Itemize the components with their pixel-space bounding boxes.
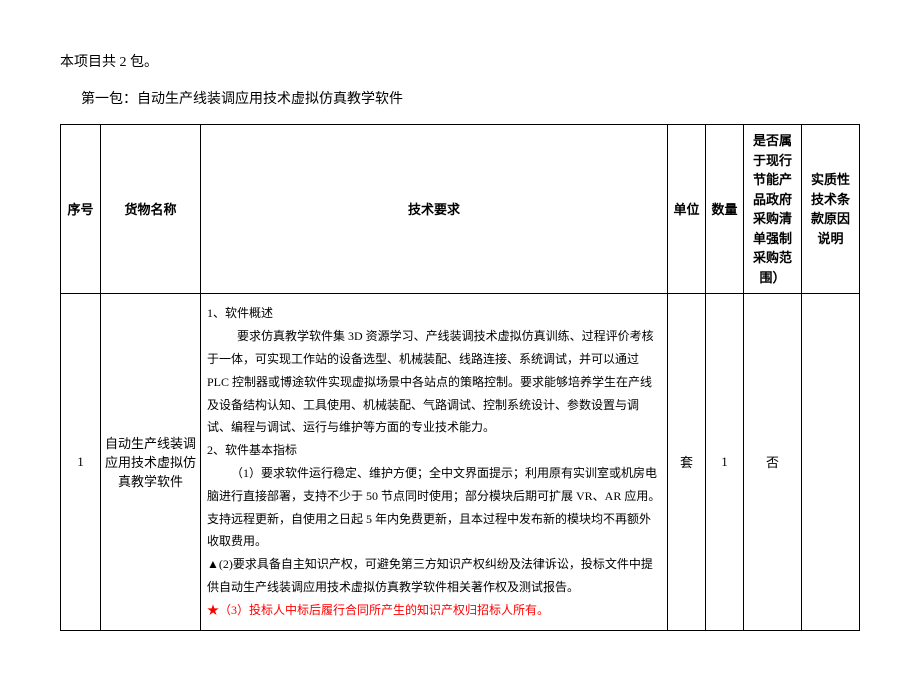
header-scope: 是否属于现行节能产品政府采购清单强制采购范围） [744, 125, 802, 294]
req-paragraph-2c-highlighted: ★（3）投标人中标后履行合同所产生的知识产权归招标人所有。 [207, 599, 661, 622]
intro-text: 本项目共 2 包。 [60, 50, 860, 75]
package-subtitle: 第一包：自动生产线装调应用技术虚拟仿真教学软件 [60, 87, 860, 112]
cell-name: 自动生产线装调应用技术虚拟仿真教学软件 [101, 294, 201, 630]
cell-unit: 套 [668, 294, 706, 630]
header-seq: 序号 [61, 125, 101, 294]
req-heading-2: 2、软件基本指标 [207, 439, 661, 462]
req-paragraph-1: 要求仿真教学软件集 3D 资源学习、产线装调技术虚拟仿真训练、过程评价考核于一体… [207, 325, 661, 439]
table-row: 1 自动生产线装调应用技术虚拟仿真教学软件 1、软件概述 要求仿真教学软件集 3… [61, 294, 860, 630]
req-heading-1: 1、软件概述 [207, 302, 661, 325]
cell-qty: 1 [706, 294, 744, 630]
req-paragraph-2a: （1）要求软件运行稳定、维护方便；全中文界面提示；利用原有实训室或机房电脑进行直… [207, 462, 661, 553]
header-name: 货物名称 [101, 125, 201, 294]
header-reason: 实质性技术条款原因说明 [802, 125, 860, 294]
cell-requirements: 1、软件概述 要求仿真教学软件集 3D 资源学习、产线装调技术虚拟仿真训练、过程… [201, 294, 668, 630]
cell-reason [802, 294, 860, 630]
cell-seq: 1 [61, 294, 101, 630]
req-paragraph-2b: ▲(2)要求具备自主知识产权，可避免第三方知识产权纠纷及法律诉讼，投标文件中提供… [207, 553, 661, 599]
header-req: 技术要求 [201, 125, 668, 294]
cell-scope: 否 [744, 294, 802, 630]
table-header-row: 序号 货物名称 技术要求 单位 数量 是否属于现行节能产品政府采购清单强制采购范… [61, 125, 860, 294]
header-unit: 单位 [668, 125, 706, 294]
header-qty: 数量 [706, 125, 744, 294]
requirements-table: 序号 货物名称 技术要求 单位 数量 是否属于现行节能产品政府采购清单强制采购范… [60, 124, 860, 630]
